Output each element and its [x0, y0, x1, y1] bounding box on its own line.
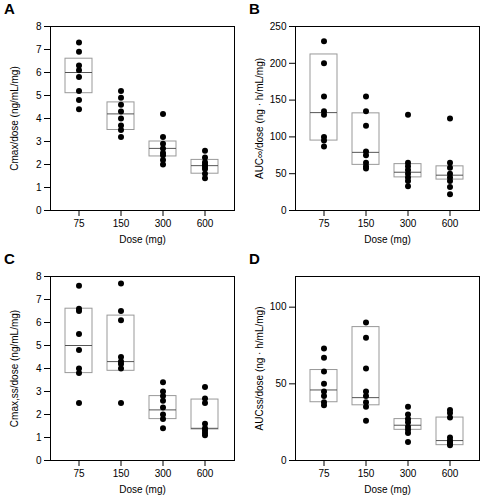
svg-text:200: 200	[270, 58, 287, 69]
svg-text:AUC∞/dose (ng · h/mL/mg): AUC∞/dose (ng · h/mL/mg)	[254, 58, 265, 179]
svg-text:1: 1	[36, 432, 42, 443]
svg-text:2: 2	[36, 409, 42, 420]
svg-text:150: 150	[113, 468, 130, 479]
svg-text:600: 600	[442, 468, 459, 479]
svg-text:150: 150	[270, 94, 287, 105]
svg-text:Cmax,ss/dose (ng/mL/mg): Cmax,ss/dose (ng/mL/mg)	[9, 310, 20, 427]
svg-text:Cmax/dose (ng/mL/mg): Cmax/dose (ng/mL/mg)	[9, 66, 20, 170]
svg-text:75: 75	[318, 218, 330, 229]
html-text:C: C	[4, 250, 15, 267]
svg-text:4: 4	[36, 113, 42, 124]
svg-text:600: 600	[197, 468, 214, 479]
svg-text:150: 150	[358, 468, 375, 479]
svg-text:AUCss/dose (ng · h/mL/mg): AUCss/dose (ng · h/mL/mg)	[254, 307, 265, 431]
svg-text:3: 3	[36, 386, 42, 397]
svg-text:2: 2	[36, 159, 42, 170]
svg-text:4: 4	[36, 363, 42, 374]
svg-text:300: 300	[400, 218, 417, 229]
svg-text:8: 8	[36, 271, 42, 282]
svg-text:75: 75	[73, 468, 85, 479]
svg-text:5: 5	[36, 90, 42, 101]
svg-text:50: 50	[275, 378, 287, 389]
svg-text:0: 0	[281, 455, 287, 466]
svg-text:7: 7	[36, 44, 42, 55]
html-text:B: B	[249, 0, 260, 17]
svg-text:75: 75	[73, 218, 85, 229]
svg-text:250: 250	[270, 21, 287, 32]
svg-text:300: 300	[400, 468, 417, 479]
svg-text:Dose (mg): Dose (mg)	[364, 484, 411, 495]
svg-text:600: 600	[442, 218, 459, 229]
svg-text:0: 0	[36, 455, 42, 466]
svg-text:8: 8	[36, 21, 42, 32]
svg-text:300: 300	[155, 218, 172, 229]
svg-text:Dose (mg): Dose (mg)	[119, 484, 166, 495]
svg-text:100: 100	[270, 301, 287, 312]
svg-text:50: 50	[275, 168, 287, 179]
svg-text:Dose (mg): Dose (mg)	[364, 234, 411, 245]
svg-text:6: 6	[36, 67, 42, 78]
svg-text:1: 1	[36, 182, 42, 193]
svg-text:150: 150	[358, 218, 375, 229]
html-text:D: D	[249, 250, 260, 267]
svg-text:100: 100	[270, 131, 287, 142]
svg-text:5: 5	[36, 340, 42, 351]
svg-text:150: 150	[113, 218, 130, 229]
svg-text:600: 600	[197, 218, 214, 229]
svg-text:0: 0	[36, 205, 42, 216]
svg-text:0: 0	[281, 205, 287, 216]
svg-text:7: 7	[36, 294, 42, 305]
html-text:A: A	[4, 0, 15, 17]
svg-text:3: 3	[36, 136, 42, 147]
svg-text:75: 75	[318, 468, 330, 479]
svg-text:6: 6	[36, 317, 42, 328]
svg-text:300: 300	[155, 468, 172, 479]
svg-text:Dose (mg): Dose (mg)	[119, 234, 166, 245]
